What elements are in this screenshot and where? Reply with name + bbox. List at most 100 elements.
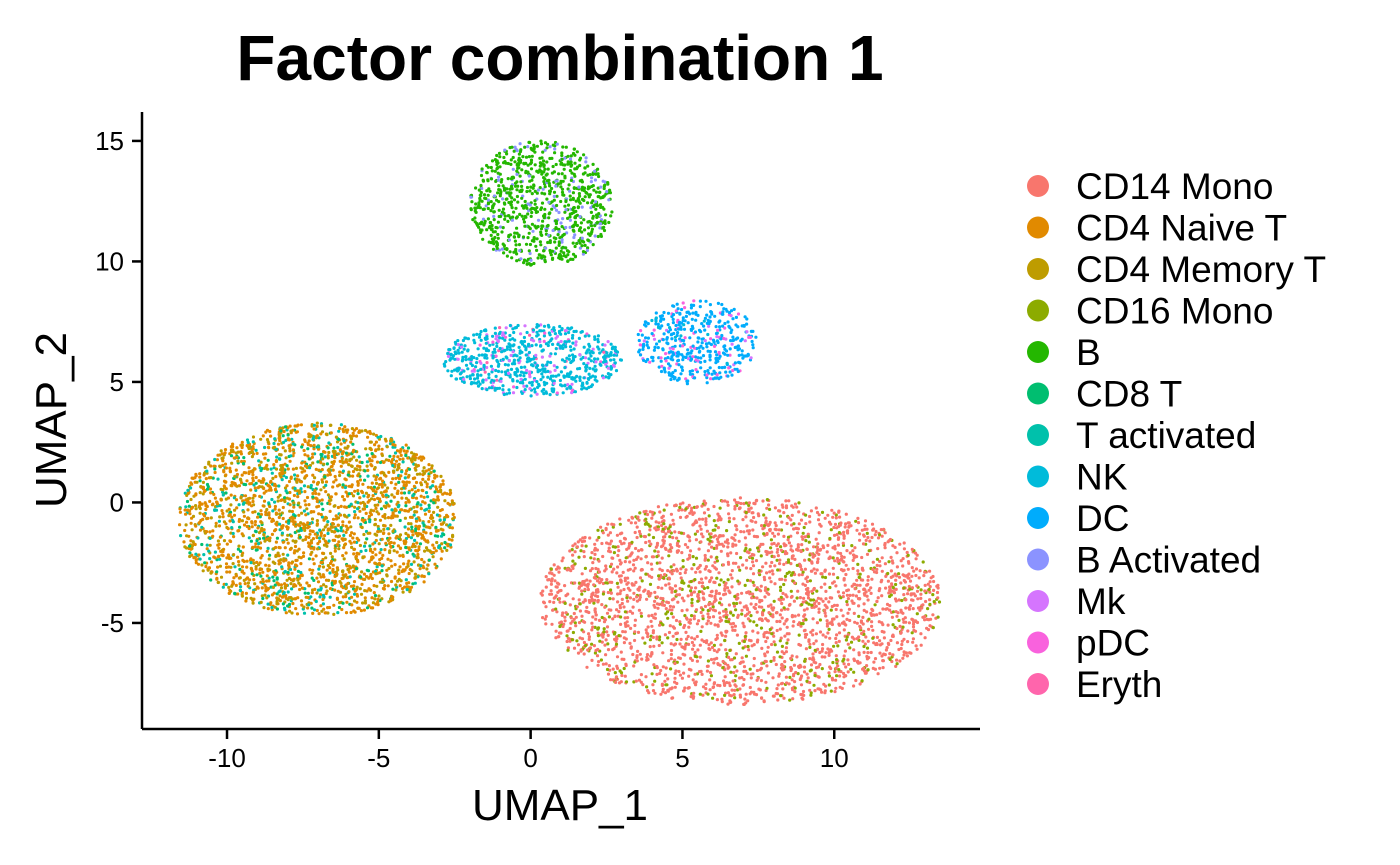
scatter-point: [366, 435, 370, 439]
scatter-point: [742, 624, 746, 628]
scatter-point: [616, 565, 620, 569]
scatter-point: [622, 605, 626, 609]
scatter-point: [701, 517, 705, 521]
scatter-point: [242, 514, 246, 518]
scatter-point: [336, 523, 340, 527]
scatter-point: [205, 530, 209, 534]
scatter-point: [424, 546, 429, 550]
scatter-point: [445, 523, 449, 527]
scatter-point: [797, 501, 801, 505]
scatter-point: [891, 653, 895, 657]
scatter-point: [744, 501, 749, 505]
scatter-point: [391, 595, 395, 599]
scatter-point: [706, 692, 710, 696]
scatter-point: [728, 693, 732, 697]
scatter-point: [648, 582, 653, 587]
scatter-point: [869, 586, 873, 590]
scatter-point: [650, 567, 654, 571]
scatter-point: [208, 530, 212, 534]
scatter-point: [568, 603, 572, 607]
scatter-point: [258, 568, 262, 572]
scatter-point: [247, 444, 252, 449]
scatter-point: [240, 565, 245, 569]
scatter-point: [230, 515, 234, 519]
scatter-point: [374, 481, 379, 485]
scatter-point: [729, 573, 733, 577]
scatter-point: [220, 452, 224, 456]
scatter-point: [279, 583, 283, 587]
scatter-point: [678, 571, 682, 576]
scatter-point: [355, 458, 359, 462]
scatter-point: [624, 680, 629, 684]
scatter-point: [624, 556, 628, 560]
scatter-point: [318, 539, 322, 544]
scatter-point: [859, 578, 864, 582]
scatter-point: [784, 675, 789, 679]
scatter-point: [556, 590, 560, 595]
scatter-point: [405, 550, 409, 555]
scatter-point: [205, 469, 209, 473]
scatter-point: [249, 539, 253, 543]
scatter-point: [717, 611, 722, 615]
scatter-point: [684, 515, 688, 519]
scatter-point: [576, 651, 581, 655]
scatter-point: [900, 598, 904, 603]
scatter-point: [667, 554, 671, 558]
scatter-point: [682, 662, 686, 666]
scatter-point: [655, 602, 660, 606]
scatter-point: [818, 662, 822, 667]
scatter-point: [232, 576, 236, 580]
scatter-point: [321, 528, 326, 532]
scatter-point: [640, 579, 644, 583]
scatter-point: [278, 561, 282, 565]
scatter-point: [429, 516, 433, 520]
scatter-point: [373, 523, 377, 527]
scatter-point: [573, 581, 577, 585]
scatter-point: [422, 523, 426, 527]
scatter-point: [275, 536, 279, 540]
scatter-point: [715, 656, 719, 661]
scatter-point: [204, 564, 208, 569]
scatter-point: [278, 457, 282, 461]
scatter-point: [704, 523, 708, 527]
scatter-point: [398, 518, 402, 523]
scatter-point: [324, 556, 328, 560]
scatter-point: [286, 426, 290, 430]
scatter-point: [365, 453, 369, 457]
scatter-point: [684, 507, 688, 511]
scatter-point: [303, 591, 307, 595]
scatter-point: [299, 574, 303, 578]
scatter-point: [871, 636, 875, 640]
scatter-point: [205, 547, 209, 551]
scatter-point: [251, 473, 255, 477]
scatter-point: [808, 657, 812, 661]
scatter-point: [313, 532, 317, 536]
scatter-point: [442, 520, 446, 525]
scatter-point: [865, 552, 870, 557]
scatter-point: [198, 475, 202, 479]
scatter-point: [890, 582, 894, 586]
scatter-point: [760, 646, 764, 651]
scatter-point: [198, 506, 202, 511]
scatter-point: [719, 549, 723, 553]
scatter-point: [382, 587, 386, 591]
scatter-point: [598, 639, 602, 643]
scatter-point: [803, 613, 807, 617]
scatter-point: [402, 562, 406, 566]
scatter-point: [860, 679, 864, 683]
scatter-point: [888, 587, 892, 591]
scatter-point: [390, 514, 394, 518]
scatter-point: [207, 566, 211, 570]
scatter-point: [712, 546, 716, 551]
scatter-point: [321, 507, 325, 511]
scatter-point: [611, 597, 615, 601]
scatter-point: [842, 681, 846, 686]
scatter-point: [389, 499, 393, 503]
scatter-point: [312, 510, 316, 514]
scatter-point: [338, 513, 343, 517]
scatter-point: [281, 505, 285, 510]
scatter-point: [279, 453, 283, 457]
scatter-point: [687, 667, 692, 672]
scatter-point: [583, 587, 587, 592]
scatter-point: [374, 506, 378, 510]
